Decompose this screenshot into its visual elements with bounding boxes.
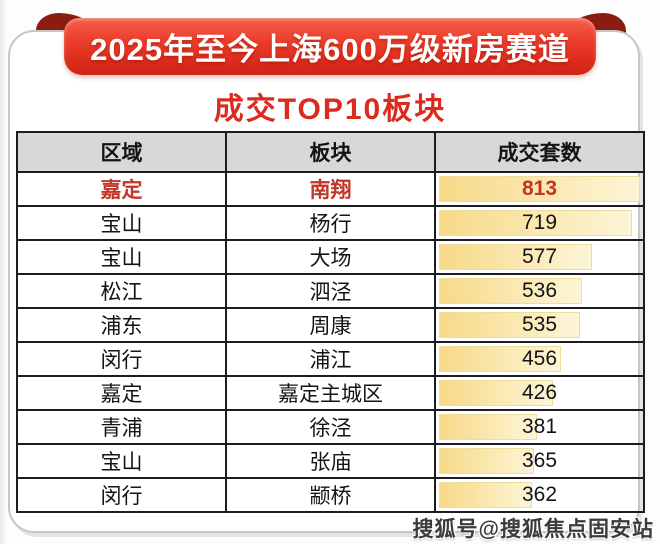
count-bar (439, 244, 593, 270)
count-value: 426 (521, 381, 558, 404)
table-row: 松江 泗泾 536 (16, 273, 645, 309)
table-row: 闵行 颛桥 362 (16, 477, 645, 513)
count-cell: 365 (434, 443, 645, 479)
table-row: 宝山 杨行 719 (16, 205, 645, 241)
count-value: 365 (521, 449, 558, 472)
count-bar (439, 176, 640, 202)
table-header-row: 区域 板块 成交套数 (16, 131, 645, 173)
region-cell: 宝山 (16, 239, 227, 275)
count-bar (439, 414, 537, 440)
table-row: 闵行 浦江 456 (16, 341, 645, 377)
table-row: 浦东 周康 535 (16, 307, 645, 343)
region-cell: 闵行 (16, 477, 227, 513)
count-cell: 381 (434, 409, 645, 445)
region-cell: 嘉定 (16, 375, 227, 411)
column-header-count: 成交套数 (434, 131, 645, 173)
count-value: 456 (521, 347, 558, 370)
count-cell: 536 (434, 273, 645, 309)
count-cell: 813 (434, 171, 645, 207)
top10-table: 区域 板块 成交套数 嘉定 南翔 813 宝山 杨行 719 宝山 大场 577 松江 泗泾 536 浦… (16, 131, 645, 513)
count-cell: 719 (434, 205, 645, 241)
count-bar (439, 380, 554, 406)
count-cell: 426 (434, 375, 645, 411)
region-cell: 浦东 (16, 307, 227, 343)
count-value: 719 (521, 211, 558, 234)
column-header-region: 区域 (16, 131, 227, 173)
count-bar (439, 346, 562, 372)
count-bar (439, 482, 533, 508)
region-cell: 青浦 (16, 409, 227, 445)
region-cell: 松江 (16, 273, 227, 309)
block-cell: 嘉定主城区 (225, 375, 436, 411)
count-value: 577 (521, 245, 558, 268)
count-bar (439, 448, 535, 474)
banner-ribbon: 2025年至今上海600万级新房赛道 (64, 18, 596, 75)
region-cell: 宝山 (16, 443, 227, 479)
block-cell: 徐泾 (225, 409, 436, 445)
block-cell: 南翔 (225, 171, 436, 207)
count-value: 536 (521, 279, 558, 302)
region-cell: 嘉定 (16, 171, 227, 207)
block-cell: 泗泾 (225, 273, 436, 309)
count-bar (439, 312, 580, 338)
count-cell: 362 (434, 477, 645, 513)
table-row: 嘉定 南翔 813 (16, 171, 645, 207)
table-row: 青浦 徐泾 381 (16, 409, 645, 445)
banner-title: 2025年至今上海600万级新房赛道 (90, 32, 570, 67)
count-bar (439, 278, 583, 304)
count-value: 535 (521, 313, 558, 336)
count-cell: 535 (434, 307, 645, 343)
table-row: 嘉定 嘉定主城区 426 (16, 375, 645, 411)
region-cell: 宝山 (16, 205, 227, 241)
table-row: 宝山 大场 577 (16, 239, 645, 275)
block-cell: 周康 (225, 307, 436, 343)
block-cell: 颛桥 (225, 477, 436, 513)
count-bar (439, 210, 632, 236)
column-header-block: 板块 (225, 131, 436, 173)
block-cell: 杨行 (225, 205, 436, 241)
region-cell: 闵行 (16, 341, 227, 377)
block-cell: 张庙 (225, 443, 436, 479)
count-value: 381 (521, 415, 558, 438)
count-value: 813 (521, 177, 558, 200)
count-value: 362 (521, 483, 558, 506)
page-title: 成交TOP10板块 (213, 93, 447, 126)
table-row: 宝山 张庙 365 (16, 443, 645, 479)
block-cell: 浦江 (225, 341, 436, 377)
count-cell: 456 (434, 341, 645, 377)
count-cell: 577 (434, 239, 645, 275)
watermark: 搜狐号@搜狐焦点固安站 (412, 518, 654, 541)
block-cell: 大场 (225, 239, 436, 275)
